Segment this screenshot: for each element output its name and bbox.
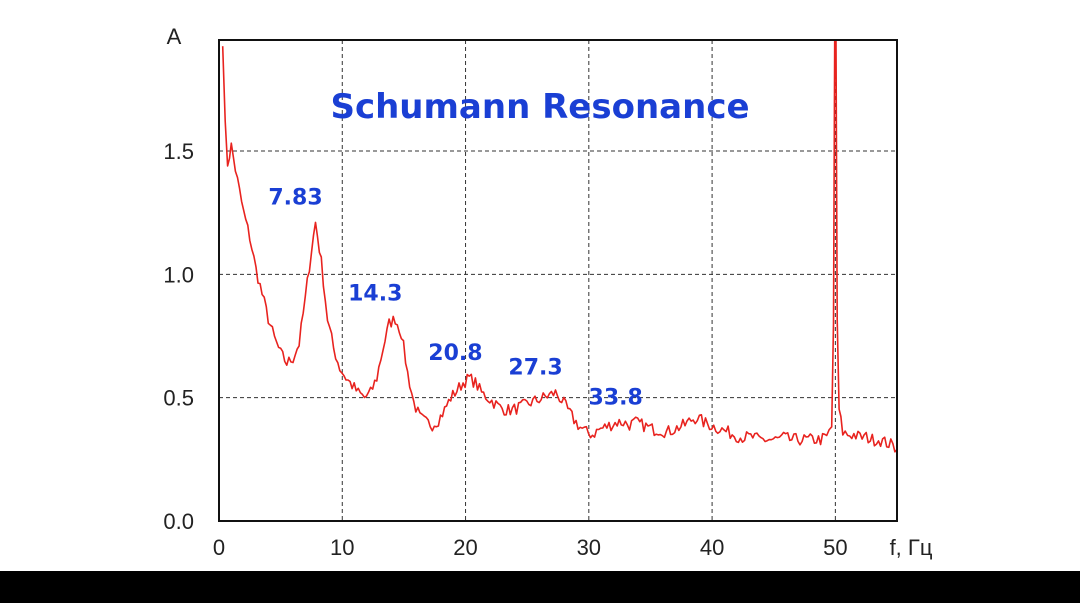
peak-label: 20.8 [428,341,482,366]
peak-labels: 7.83 14.3 20.8 27.3 33.8 [268,186,642,411]
y-tick-labels: 0.0 0.5 1.0 1.5 [163,139,194,534]
peak-label: 27.3 [508,356,562,381]
y-tick-label: 1.0 [163,262,194,287]
bottom-bar [0,571,1080,603]
peak-label: 33.8 [589,385,643,410]
x-tick-label: 50 [823,535,847,560]
y-tick-label: 0.5 [163,386,194,411]
y-tick-label: 1.5 [163,139,194,164]
spectrum-line [221,39,898,453]
x-tick-label: 20 [453,535,477,560]
peak-label: 7.83 [268,186,322,211]
y-tick-label: 0.0 [163,509,194,534]
spectrum-series [221,39,898,453]
x-tick-label: 40 [700,535,724,560]
chart-title: Schumann Resonance [330,87,749,127]
peak-label: 14.3 [348,282,402,307]
x-tick-label: 10 [330,535,354,560]
x-axis-label: f, Гц [890,535,933,560]
x-tick-label: 0 [213,535,225,560]
x-tick-labels: 0 10 20 30 40 50 [213,535,848,560]
plot-frame [218,39,898,522]
x-tick-label: 30 [577,535,601,560]
y-axis-label: A [167,24,182,49]
